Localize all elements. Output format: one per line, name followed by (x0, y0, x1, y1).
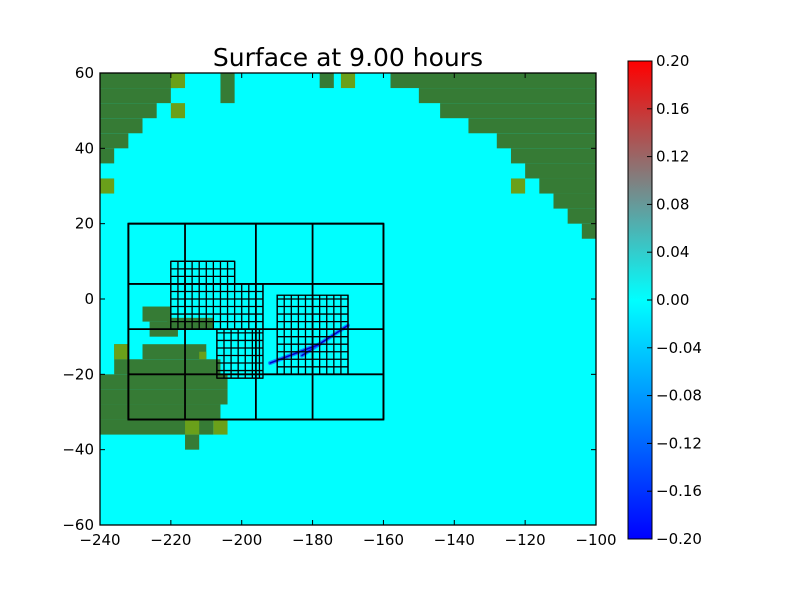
x-tick-label: −240 (79, 531, 120, 549)
land-cell (390, 73, 596, 89)
amr-grid-level-2 (216, 328, 264, 379)
land-cell (100, 389, 228, 405)
land-highlight-cell (340, 73, 356, 89)
land-cell (100, 73, 178, 89)
x-tick-label: −220 (150, 531, 191, 549)
x-axis: −240 −220 −200 −180 −160 −140 −120 −100 (79, 73, 617, 549)
land-layer (100, 73, 596, 450)
land-cell (167, 317, 214, 330)
y-tick-label: −60 (62, 516, 94, 534)
land-cell (539, 178, 596, 194)
y-tick-label: 60 (75, 64, 94, 82)
land-highlight-cell (213, 419, 228, 435)
chart-title: Surface at 9.00 hours (213, 43, 483, 72)
colorbar-tick-label: −0.16 (656, 482, 702, 500)
land-highlight-cell (100, 178, 115, 194)
land-highlight-cell (114, 344, 129, 360)
land-highlight-cell (185, 419, 200, 435)
colorbar-axis: 0.20 0.16 0.12 0.08 0.04 0.00 −0.04 −0.08 −0.12 −… (647, 52, 702, 548)
colorbar-tick-label: 0.16 (656, 100, 689, 118)
land-cell (525, 163, 596, 179)
y-tick-label: 40 (75, 139, 94, 157)
amr-grid-layer (127, 222, 385, 421)
y-tick-label: 0 (84, 290, 94, 308)
colorbar-tick-label: 0.00 (656, 291, 689, 309)
land-cell (468, 118, 596, 134)
x-tick-label: −180 (292, 531, 333, 549)
land-cell (185, 434, 200, 450)
land-cell (114, 359, 221, 375)
x-tick-label: −160 (363, 531, 404, 549)
land-cell (581, 223, 596, 239)
colorbar-tick-label: −0.08 (656, 387, 702, 405)
land-cell (553, 193, 596, 209)
y-tick-label: −40 (62, 441, 94, 459)
land-cell (100, 374, 228, 390)
land-cell (100, 103, 157, 119)
colorbar-tick-label: 0.20 (656, 52, 689, 70)
x-tick-label: −100 (575, 531, 616, 549)
land-highlight-cell (199, 351, 207, 360)
land-cell (510, 148, 596, 164)
land-highlight-cell (170, 103, 186, 119)
land-cell (440, 103, 596, 119)
colorbar-tick-label: 0.12 (656, 148, 689, 166)
land-cell (142, 306, 171, 322)
y-tick-label: 20 (75, 215, 94, 233)
x-tick-label: −120 (505, 531, 546, 549)
colorbar-tick-label: −0.04 (656, 339, 702, 357)
amr-grid-level-2 (276, 294, 349, 375)
land-cell (100, 88, 171, 104)
land-cell (319, 73, 334, 89)
colorbar-tick-label: −0.20 (656, 530, 702, 548)
y-axis: −60 −40 −20 0 20 40 60 (62, 64, 596, 534)
land-cell (100, 133, 129, 149)
land-highlight-cell (170, 73, 186, 89)
land-cell (142, 344, 207, 360)
land-cell (418, 88, 596, 104)
land-cell (567, 208, 596, 224)
y-tick-label: −20 (62, 365, 94, 383)
land-cell (100, 148, 115, 164)
land-highlight-cell (510, 178, 526, 194)
land-cell (220, 73, 235, 104)
x-tick-label: −200 (221, 531, 262, 549)
land-cell (496, 133, 596, 149)
land-cell (100, 118, 143, 134)
colorbar-tick-label: −0.12 (656, 434, 702, 452)
x-tick-label: −140 (434, 531, 475, 549)
colorbar-tick-label: 0.04 (656, 243, 689, 261)
colorbar-tick-label: 0.08 (656, 195, 689, 213)
land-cell (100, 404, 221, 420)
